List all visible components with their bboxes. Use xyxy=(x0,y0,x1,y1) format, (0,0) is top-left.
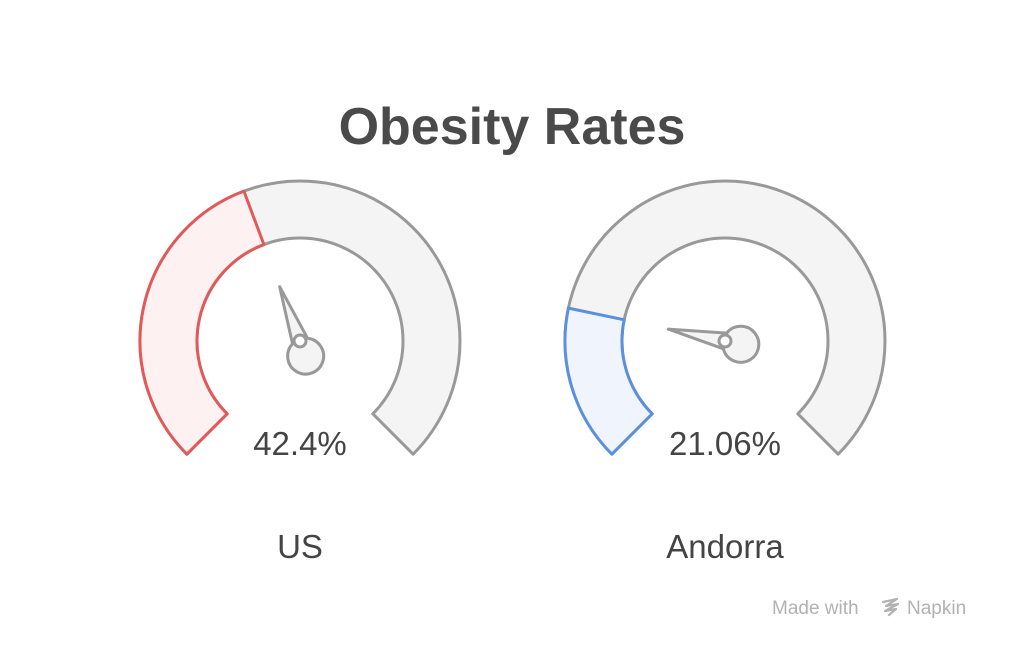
gauge-value-label: 21.06% xyxy=(669,425,781,462)
gauge-needle xyxy=(278,285,326,376)
gauge-value-arc xyxy=(138,189,266,456)
gauge-category-label: US xyxy=(277,528,323,565)
napkin-watermark: Made with Napkin xyxy=(772,597,966,619)
gauge-category-label: Andorra xyxy=(666,528,784,565)
gauge-andorra: 21.06% Andorra xyxy=(563,179,887,565)
gauge-us: 42.4% US xyxy=(138,179,462,565)
gauge-needle-hub xyxy=(292,333,308,349)
gauge-needle-hub xyxy=(717,333,733,349)
napkin-logo-icon xyxy=(881,597,900,617)
gauge-value-arc xyxy=(563,306,654,456)
chart-title: Obesity Rates xyxy=(339,98,686,156)
gauge-value-label: 42.4% xyxy=(253,425,347,462)
gauge-track xyxy=(563,179,887,456)
watermark-text: Made with xyxy=(772,598,859,619)
watermark-brand: Napkin xyxy=(907,598,966,619)
gauge-needle xyxy=(666,324,761,364)
